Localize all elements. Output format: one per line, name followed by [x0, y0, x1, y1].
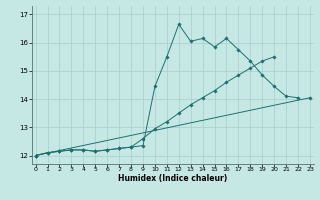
X-axis label: Humidex (Indice chaleur): Humidex (Indice chaleur)	[118, 174, 228, 183]
